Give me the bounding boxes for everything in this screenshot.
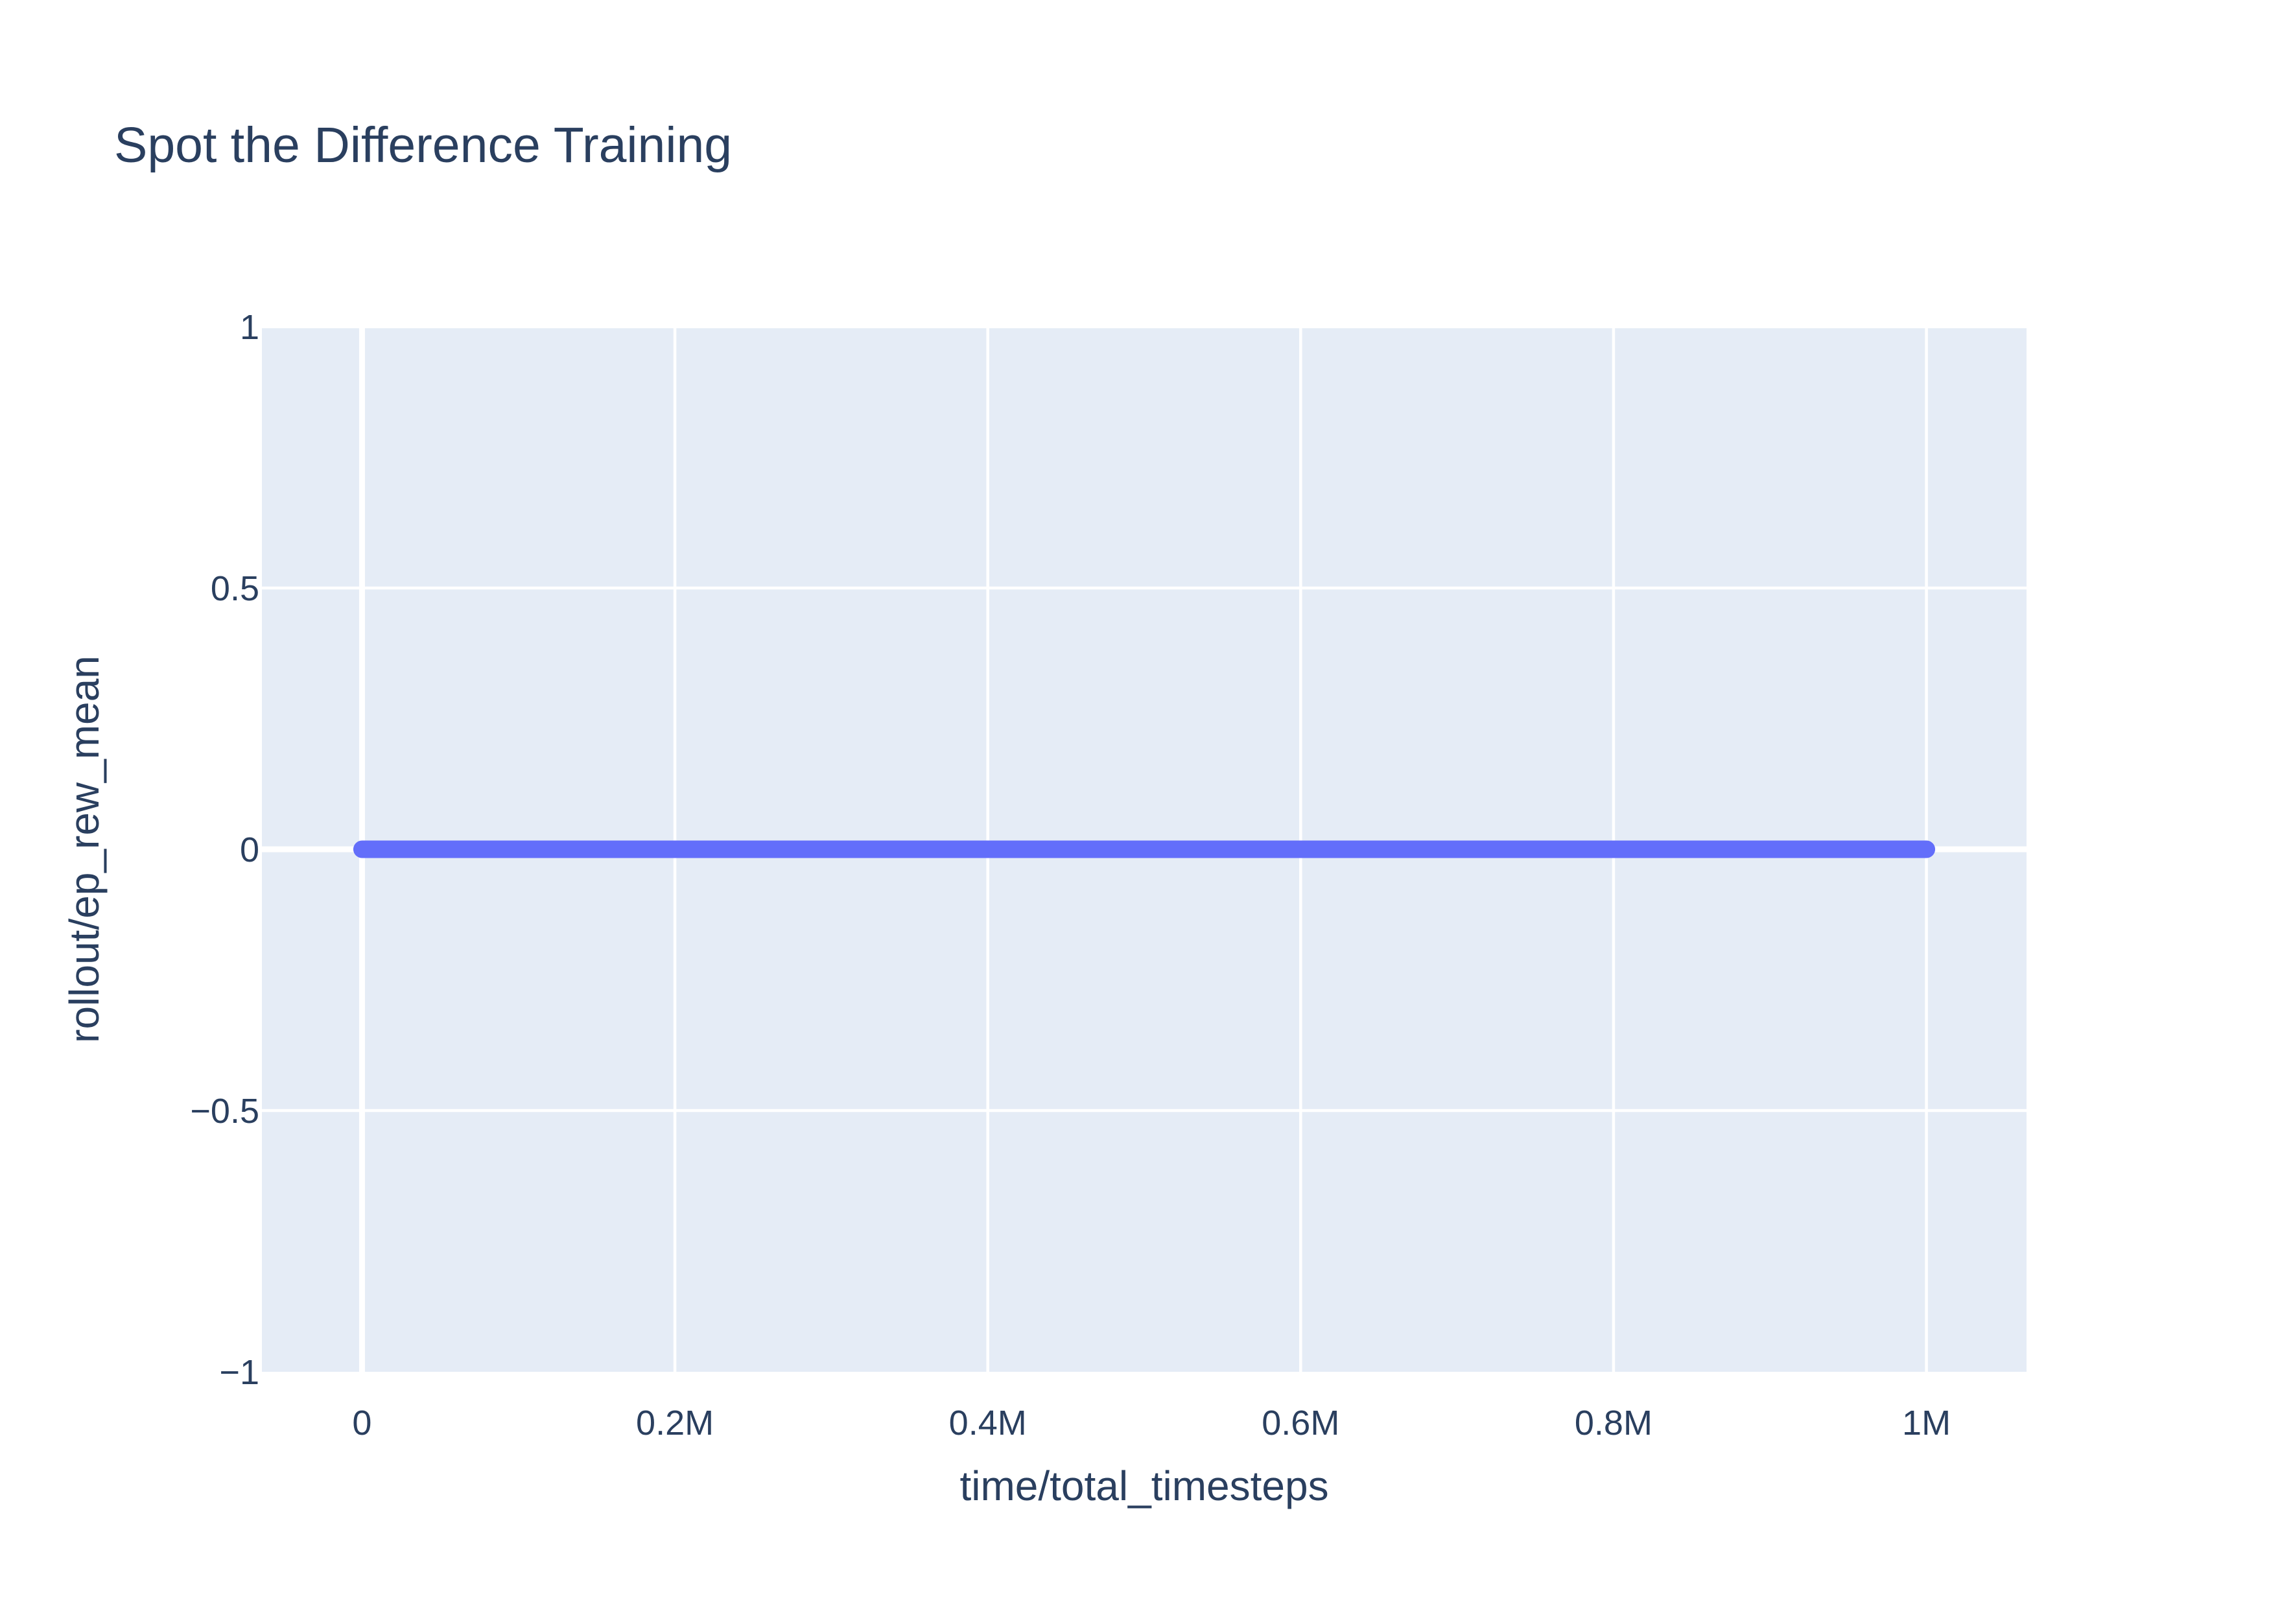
- x-tick-label: 0.8M: [1575, 1404, 1652, 1442]
- y-tick-label: −1: [219, 1353, 259, 1392]
- y-tick-label: 0: [240, 830, 259, 869]
- y-tick-label: 0.5: [211, 569, 259, 608]
- y-axis-title: rollout/ep_rew_mean: [61, 655, 108, 1043]
- y-tick-label: −0.5: [190, 1092, 259, 1131]
- x-tick-label: 0.6M: [1262, 1404, 1339, 1442]
- x-tick-label: 0.4M: [949, 1404, 1027, 1442]
- x-axis-title: time/total_timesteps: [959, 1463, 1328, 1509]
- x-tick-label: 0.2M: [636, 1404, 714, 1442]
- chart-title: Spot the Difference Training: [114, 117, 732, 173]
- x-tick-label: 0: [352, 1404, 371, 1442]
- x-tick-labels: 0 0.2M 0.4M 0.6M 0.8M 1M: [352, 1404, 1951, 1442]
- y-tick-label: 1: [240, 308, 259, 347]
- x-tick-label: 1M: [1902, 1404, 1951, 1442]
- y-tick-labels: −1 −0.5 0 0.5 1: [190, 308, 259, 1392]
